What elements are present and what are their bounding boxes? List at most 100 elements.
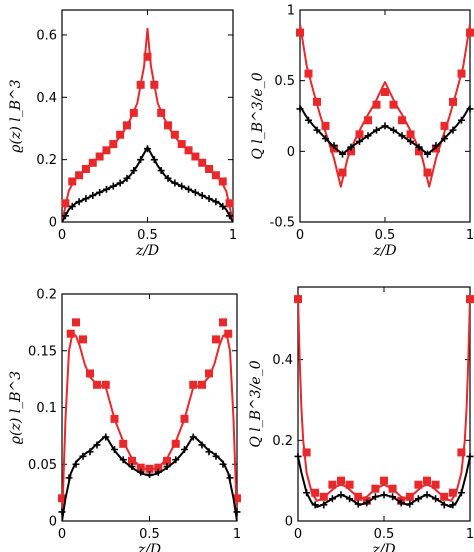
plot-frame	[297, 286, 471, 522]
black-plus-marker	[407, 137, 414, 145]
black-plus-marker	[423, 491, 431, 499]
red-square-marker	[364, 116, 372, 125]
red-square-marker	[184, 146, 193, 155]
x-tick-label: 1	[229, 228, 237, 243]
black-plus-marker	[198, 192, 206, 199]
red-square-marker	[398, 116, 406, 125]
red-square-marker	[415, 147, 423, 156]
black-plus-marker	[441, 135, 448, 143]
black-plus-marker	[233, 508, 241, 516]
red-square-marker	[372, 100, 381, 109]
black-plus-marker	[363, 499, 371, 507]
x-tick-label: 0	[58, 228, 66, 243]
red-square-marker	[128, 456, 136, 465]
plot-frame	[61, 9, 234, 223]
x-tick-label: 1	[466, 527, 474, 542]
x-tick-label: 1	[466, 228, 474, 243]
black-plus-marker	[58, 508, 66, 516]
red-square-marker	[381, 87, 389, 96]
red-square-marker	[440, 492, 449, 501]
red-square-marker	[102, 146, 111, 155]
y-tick-label: 0.4	[36, 91, 57, 106]
black-plus-marker	[328, 495, 336, 503]
black-plus-marker	[111, 445, 118, 453]
black-series-line	[62, 146, 233, 222]
red-square-marker	[338, 168, 347, 177]
black-plus-marker	[337, 491, 345, 499]
black-plus-marker	[381, 122, 389, 130]
black-plus-marker	[432, 142, 440, 150]
red-square-marker	[423, 476, 431, 485]
black-plus-marker	[390, 126, 397, 134]
red-square-marker	[145, 464, 154, 473]
black-plus-marker	[322, 135, 329, 143]
red-square-marker	[431, 480, 440, 489]
black-plus-marker	[424, 150, 431, 158]
red-square-marker	[163, 456, 171, 465]
red-square-marker	[388, 484, 397, 493]
y-tick-label: 0.2	[272, 434, 293, 449]
black-plus-marker	[164, 174, 172, 182]
black-plus-marker	[458, 116, 465, 124]
black-plus-marker	[128, 463, 136, 471]
black-plus-marker	[119, 456, 127, 464]
red-square-marker	[219, 318, 227, 327]
x-axis-label: z/D	[135, 243, 159, 259]
black-plus-marker	[406, 500, 414, 508]
red-square-marker	[466, 28, 474, 37]
y-tick-label: -0.5	[270, 216, 295, 231]
black-plus-marker	[339, 150, 346, 158]
red-square-marker	[423, 168, 432, 177]
panel-a: 0 0.5 1 0 0.2 0.4 0.6 z/D ϱ(z) l_B^3	[8, 9, 237, 259]
black-plus-marker	[75, 198, 83, 206]
black-plus-marker	[146, 470, 153, 478]
black-series-line	[62, 434, 237, 521]
black-plus-marker	[172, 456, 180, 464]
black-plus-marker	[226, 212, 234, 220]
red-square-marker	[205, 369, 213, 378]
red-square-marker	[440, 121, 449, 130]
black-plus-marker	[86, 448, 94, 456]
red-square-marker	[466, 295, 474, 304]
black-plus-marker	[68, 202, 76, 210]
red-square-marker	[380, 476, 388, 485]
black-plus-marker	[212, 452, 220, 460]
black-plus-marker	[320, 501, 328, 509]
black-plus-marker	[93, 441, 101, 449]
red-square-marker	[79, 335, 87, 344]
y-tick-label: 0.2	[36, 288, 57, 303]
black-plus-marker	[154, 468, 162, 476]
red-square-marker	[405, 492, 414, 501]
red-square-marker	[61, 199, 70, 208]
red-square-marker	[321, 121, 330, 130]
red-square-marker	[448, 488, 457, 497]
y-tick-label: 1	[287, 4, 295, 19]
black-plus-marker	[61, 212, 69, 220]
y-tick-label: 0	[287, 145, 295, 160]
red-series-line	[62, 332, 237, 521]
black-plus-marker	[102, 185, 110, 193]
black-plus-marker	[189, 433, 197, 441]
red-square-marker	[95, 152, 104, 161]
black-plus-marker	[171, 179, 179, 187]
red-square-marker	[66, 329, 75, 338]
black-plus-marker	[178, 182, 186, 190]
red-square-marker	[225, 199, 234, 208]
x-axis-label: z/D	[371, 542, 395, 552]
black-plus-marker	[449, 126, 457, 134]
red-square-marker	[136, 80, 145, 89]
black-plus-marker	[364, 132, 372, 140]
y-axis-label: Q l_B^3/e_0	[248, 360, 264, 447]
red-series-line	[298, 299, 470, 502]
red-square-marker	[205, 165, 214, 173]
x-tick-label: 1	[233, 527, 241, 542]
y-tick-label: 0.05	[28, 458, 57, 473]
red-square-marker	[347, 147, 355, 156]
panel-c: 0 0.5 1 0 0.05 0.1 0.15 0.2 z/D ϱ(z) l_B^3	[8, 288, 241, 552]
x-axis-label: z/D	[372, 243, 396, 259]
red-square-marker	[180, 414, 189, 423]
red-square-marker	[345, 480, 354, 489]
y-tick-label: 0	[49, 515, 57, 530]
black-plus-marker	[79, 452, 87, 460]
